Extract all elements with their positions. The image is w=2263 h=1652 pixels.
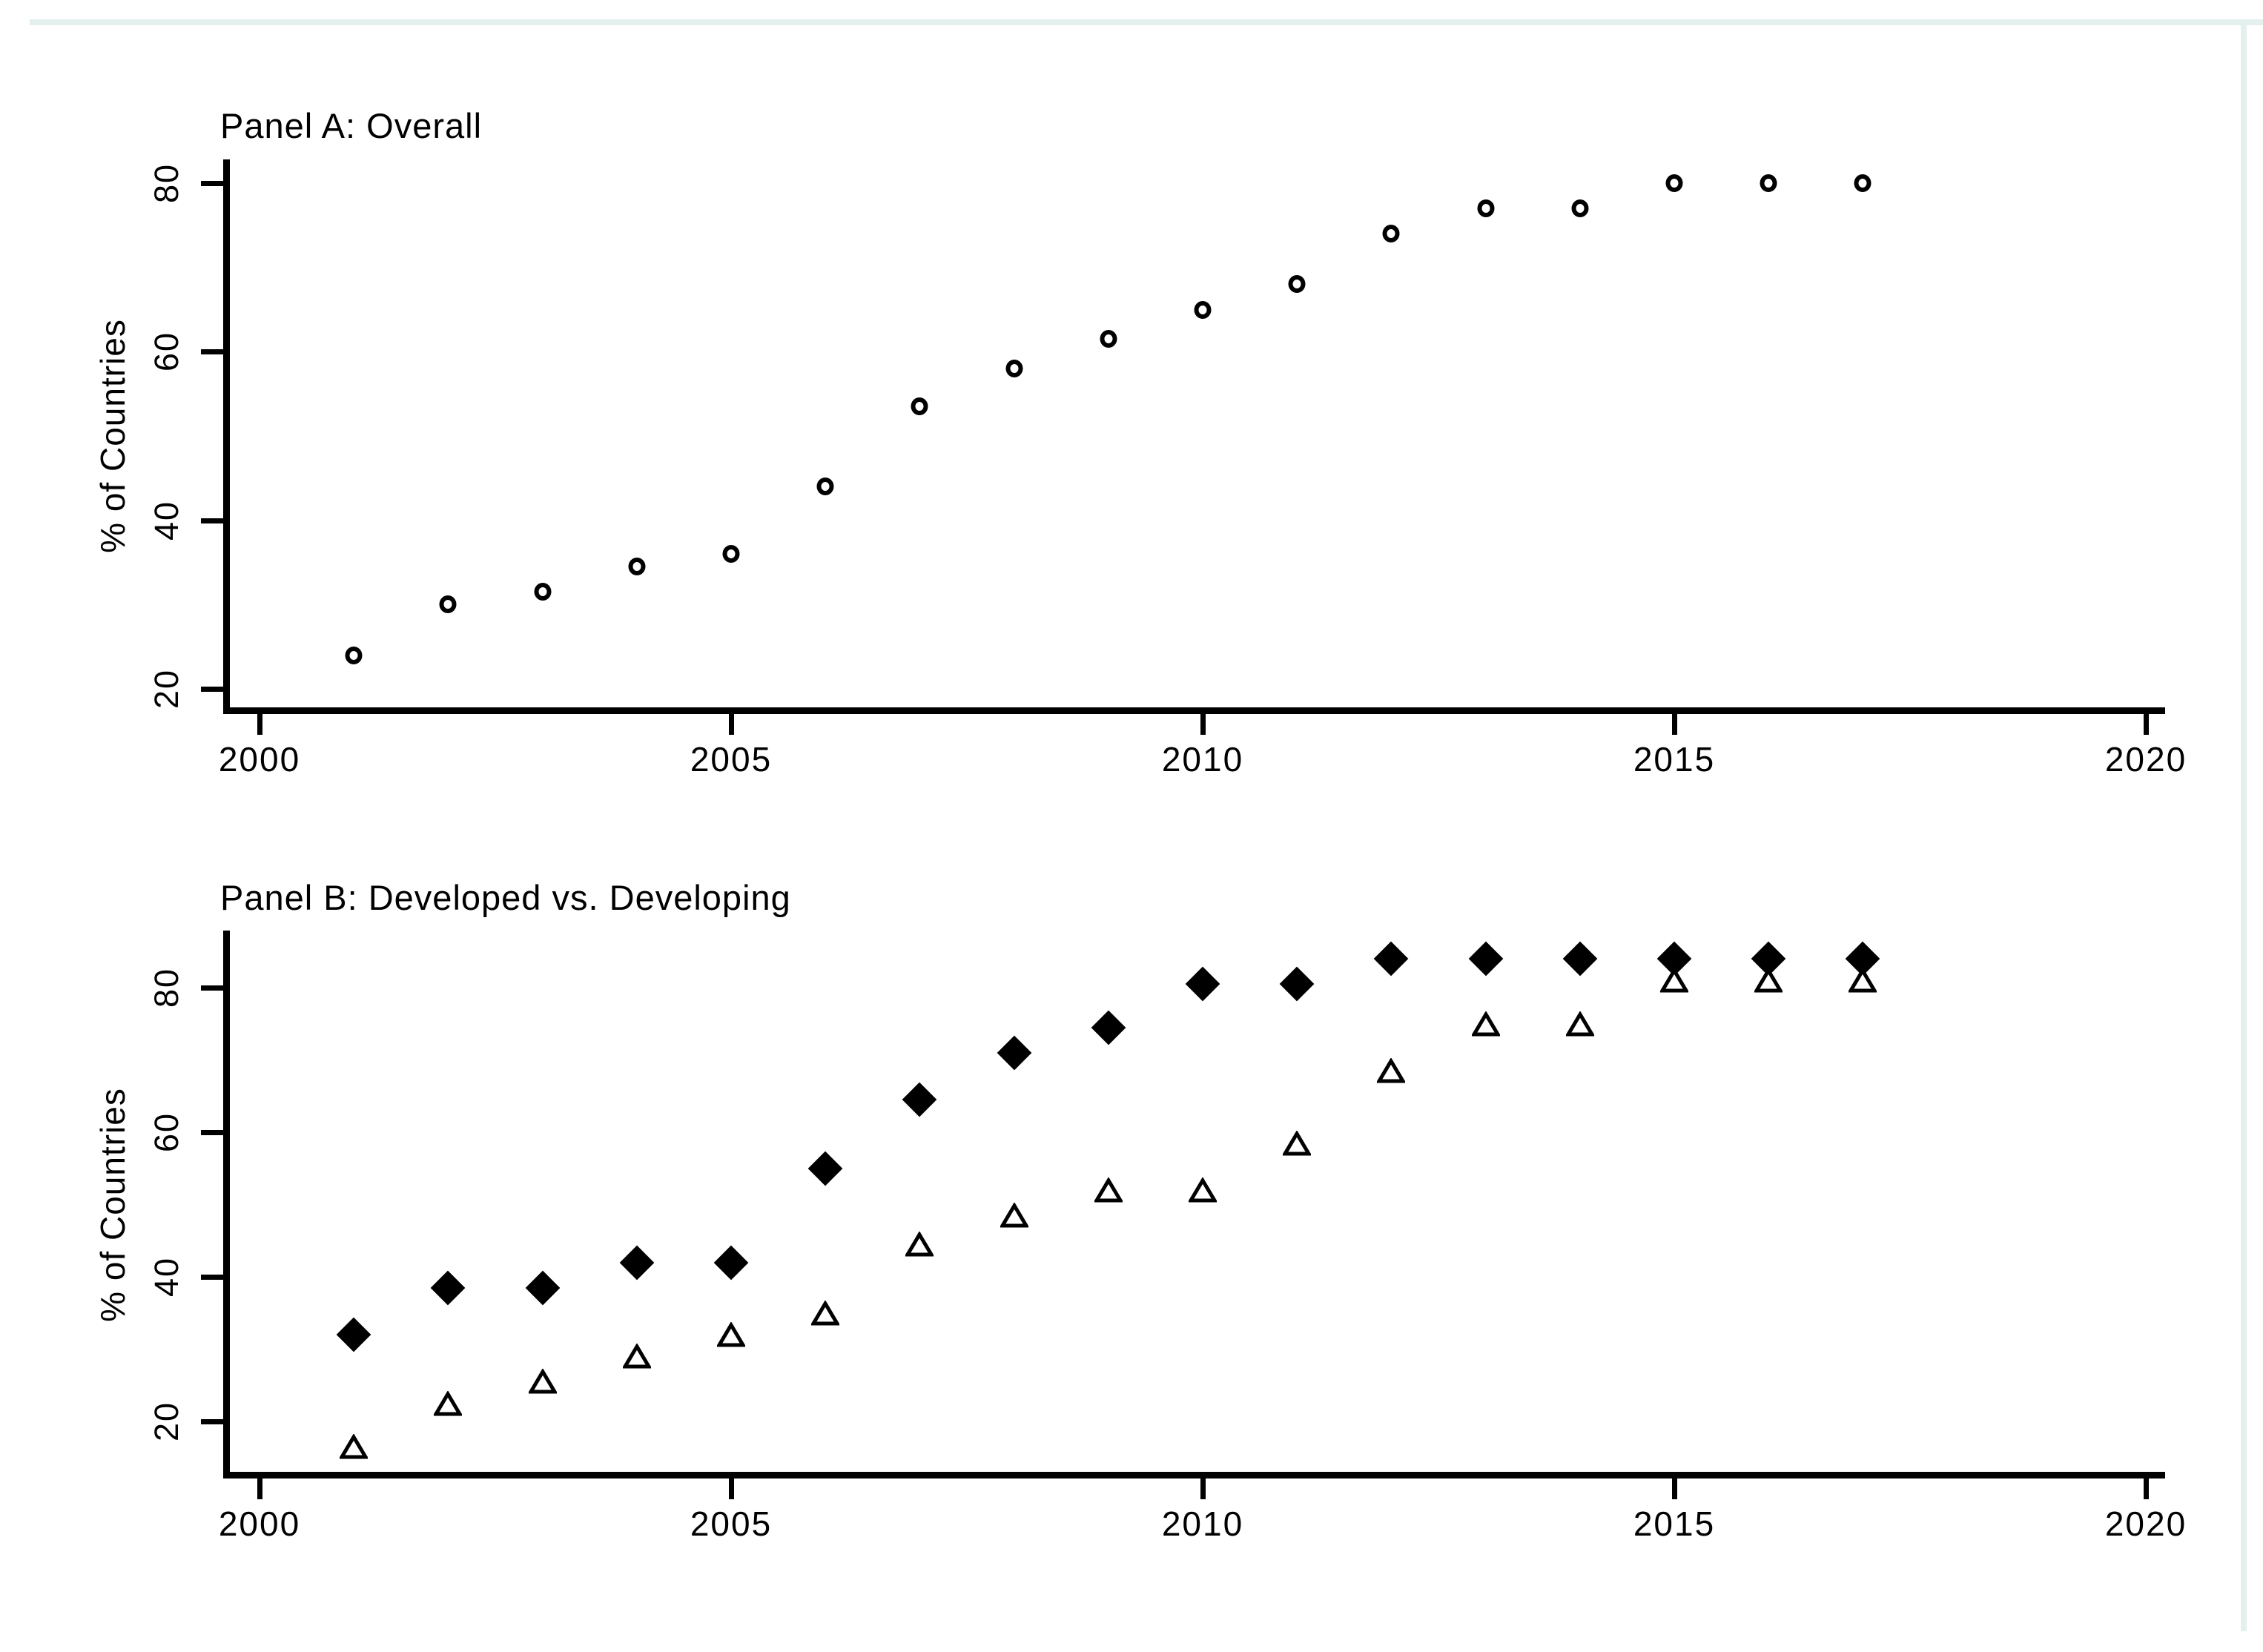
- developed-data-point: [902, 1082, 937, 1117]
- developing-data-point: [1283, 1130, 1312, 1156]
- developed-data-point: [713, 1245, 749, 1280]
- panel-b-x-axis-line: [223, 1472, 2165, 1478]
- developing-data-point: [1660, 968, 1688, 993]
- overall-data-point: [345, 646, 363, 664]
- y-tick-mark: [201, 1419, 223, 1424]
- panel-a-title: Panel A: Overall: [220, 106, 483, 145]
- panel-a-plot-area: % of Countries 80 60 40 20 2000 2005 2010 2015 2…: [93, 159, 2185, 779]
- developed-data-point: [1562, 941, 1598, 977]
- overall-data-point: [1382, 225, 1400, 243]
- panel-a-x-axis-line: [223, 707, 2165, 714]
- x-tick-mark: [257, 1472, 262, 1499]
- x-tick-label: 2010: [1161, 740, 1244, 779]
- developing-data-point: [1471, 1011, 1500, 1037]
- overall-data-point: [439, 595, 457, 614]
- x-tick-mark: [1200, 1472, 1206, 1499]
- overall-data-point: [628, 558, 646, 576]
- developing-data-point: [1189, 1177, 1217, 1203]
- panel-b-title: Panel B: Developed vs. Developing: [220, 878, 791, 917]
- developing-data-point: [528, 1369, 557, 1394]
- y-tick-label: 80: [148, 967, 185, 1008]
- y-tick-mark: [201, 985, 223, 991]
- overall-data-point: [1194, 300, 1212, 319]
- panel-b-plot-area: % of Countries Developed Developing 8060…: [93, 931, 2185, 1543]
- x-tick-mark: [2144, 1472, 2149, 1499]
- x-tick-mark: [2144, 707, 2149, 735]
- y-tick-label: 20: [148, 1401, 185, 1442]
- overall-data-point: [534, 583, 552, 601]
- overall-data-point: [722, 545, 740, 564]
- x-tick-label: 2000: [218, 1504, 301, 1543]
- y-tick-mark: [201, 181, 223, 186]
- y-tick-label: 40: [148, 1256, 185, 1298]
- panel-a-y-axis-title: % of Countries: [93, 319, 132, 553]
- top-accent-strip: [30, 19, 2263, 25]
- overall-data-point: [1288, 275, 1306, 294]
- y-tick-label: 80: [148, 162, 185, 204]
- y-tick-label: 60: [148, 1111, 185, 1153]
- developing-data-point: [434, 1390, 463, 1416]
- developed-data-point: [1468, 941, 1503, 977]
- y-tick-mark: [201, 1275, 223, 1280]
- x-tick-label: 2015: [1633, 740, 1716, 779]
- x-tick-mark: [257, 707, 262, 735]
- developed-data-point: [431, 1270, 466, 1305]
- overall-data-point: [1665, 174, 1683, 192]
- developing-data-point: [1377, 1058, 1406, 1083]
- x-tick-label: 2005: [690, 1504, 773, 1543]
- overall-data-point: [1100, 330, 1117, 348]
- x-tick-label: 2015: [1633, 1504, 1716, 1543]
- developing-data-point: [1754, 968, 1783, 993]
- developed-data-point: [525, 1270, 560, 1305]
- developed-data-point: [1185, 966, 1220, 1002]
- developed-data-point: [807, 1151, 843, 1186]
- right-accent-strip: [2241, 19, 2247, 1631]
- x-tick-mark: [729, 1472, 734, 1499]
- developed-data-point: [1279, 966, 1315, 1002]
- y-tick-mark: [201, 349, 223, 355]
- panel-b-y-axis-line: [223, 931, 230, 1478]
- overall-data-point: [911, 397, 928, 416]
- developing-data-point: [340, 1434, 369, 1459]
- y-tick-label: 60: [148, 331, 185, 372]
- developing-data-point: [1000, 1203, 1028, 1228]
- x-tick-mark: [1672, 1472, 1677, 1499]
- developed-data-point: [336, 1317, 371, 1352]
- developing-data-point: [717, 1322, 745, 1347]
- overall-data-point: [1760, 174, 1777, 192]
- x-tick-mark: [729, 707, 734, 735]
- y-tick-mark: [201, 518, 223, 523]
- overall-data-point: [1477, 199, 1495, 218]
- overall-data-point: [1571, 199, 1589, 218]
- developed-data-point: [1374, 941, 1409, 977]
- developing-data-point: [905, 1232, 934, 1257]
- developed-data-point: [997, 1035, 1031, 1071]
- x-tick-label: 2020: [2104, 1504, 2187, 1543]
- x-tick-label: 2000: [218, 740, 301, 779]
- x-tick-mark: [1200, 707, 1206, 735]
- x-tick-mark: [1672, 707, 1677, 735]
- developed-data-point: [619, 1245, 655, 1280]
- developing-data-point: [1849, 968, 1877, 993]
- panel-b-y-axis-title: % of Countries: [93, 1088, 132, 1322]
- y-tick-label: 20: [148, 668, 185, 710]
- x-tick-label: 2010: [1161, 1504, 1244, 1543]
- developing-data-point: [622, 1344, 651, 1369]
- developed-data-point: [1091, 1010, 1126, 1045]
- x-tick-label: 2005: [690, 740, 773, 779]
- y-tick-label: 40: [148, 500, 185, 541]
- developing-data-point: [1094, 1177, 1123, 1203]
- panel-a-y-axis-line: [223, 159, 230, 714]
- overall-data-point: [816, 478, 834, 496]
- y-tick-mark: [201, 687, 223, 693]
- x-tick-label: 2020: [2104, 740, 2187, 779]
- overall-data-point: [1005, 360, 1023, 378]
- y-tick-mark: [201, 1130, 223, 1135]
- developing-data-point: [811, 1300, 840, 1326]
- developing-data-point: [1565, 1011, 1594, 1037]
- overall-data-point: [1854, 174, 1871, 192]
